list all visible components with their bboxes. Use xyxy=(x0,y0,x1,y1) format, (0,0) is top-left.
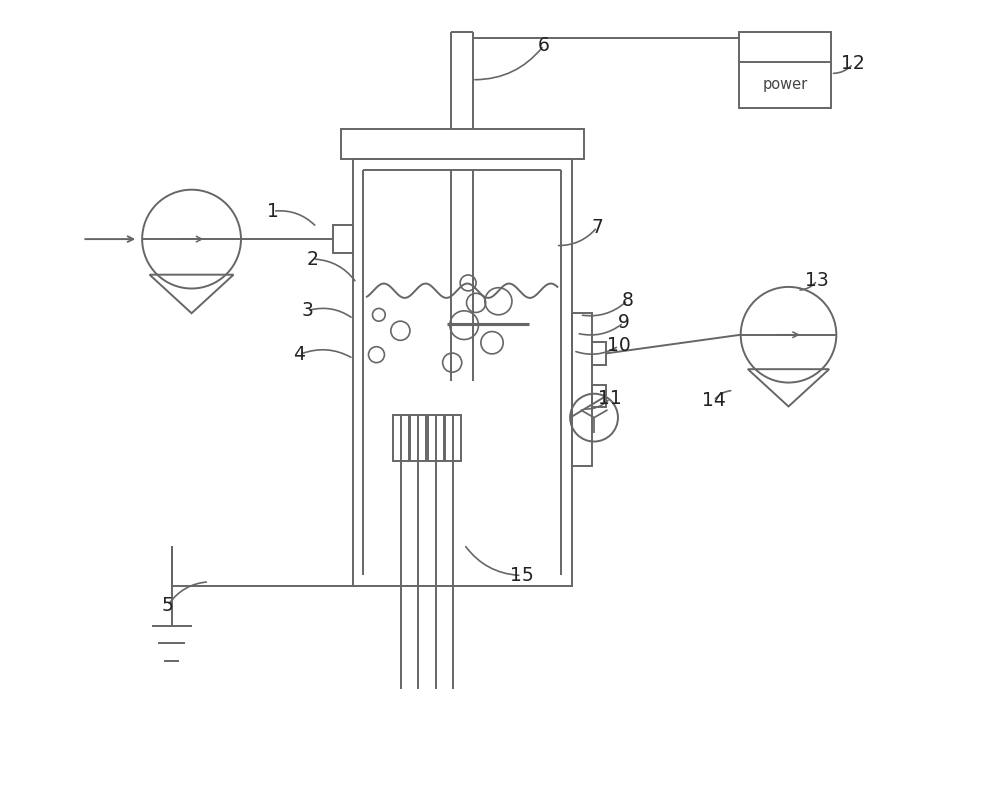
Bar xyxy=(353,159,572,586)
Text: 6: 6 xyxy=(538,36,550,55)
Text: power: power xyxy=(762,77,808,92)
Text: 1: 1 xyxy=(267,202,279,221)
Text: 10: 10 xyxy=(607,336,631,355)
Text: 15: 15 xyxy=(510,566,533,585)
Text: 11: 11 xyxy=(598,389,622,408)
Bar xyxy=(572,313,592,466)
Text: 8: 8 xyxy=(622,291,633,310)
Bar xyxy=(341,129,584,159)
Bar xyxy=(739,32,831,108)
Bar xyxy=(592,342,606,364)
Bar xyxy=(393,415,409,461)
Bar xyxy=(445,415,461,461)
Bar xyxy=(428,415,444,461)
Text: 13: 13 xyxy=(805,271,829,290)
Text: 7: 7 xyxy=(591,218,603,237)
Bar xyxy=(410,415,426,461)
Text: 2: 2 xyxy=(307,249,319,269)
Text: 5: 5 xyxy=(162,596,174,615)
Text: 14: 14 xyxy=(702,391,726,410)
Text: 4: 4 xyxy=(293,345,305,364)
Bar xyxy=(592,385,606,407)
Text: 12: 12 xyxy=(841,54,865,73)
Bar xyxy=(333,225,353,253)
Text: 3: 3 xyxy=(301,301,313,320)
Text: 9: 9 xyxy=(618,313,629,332)
